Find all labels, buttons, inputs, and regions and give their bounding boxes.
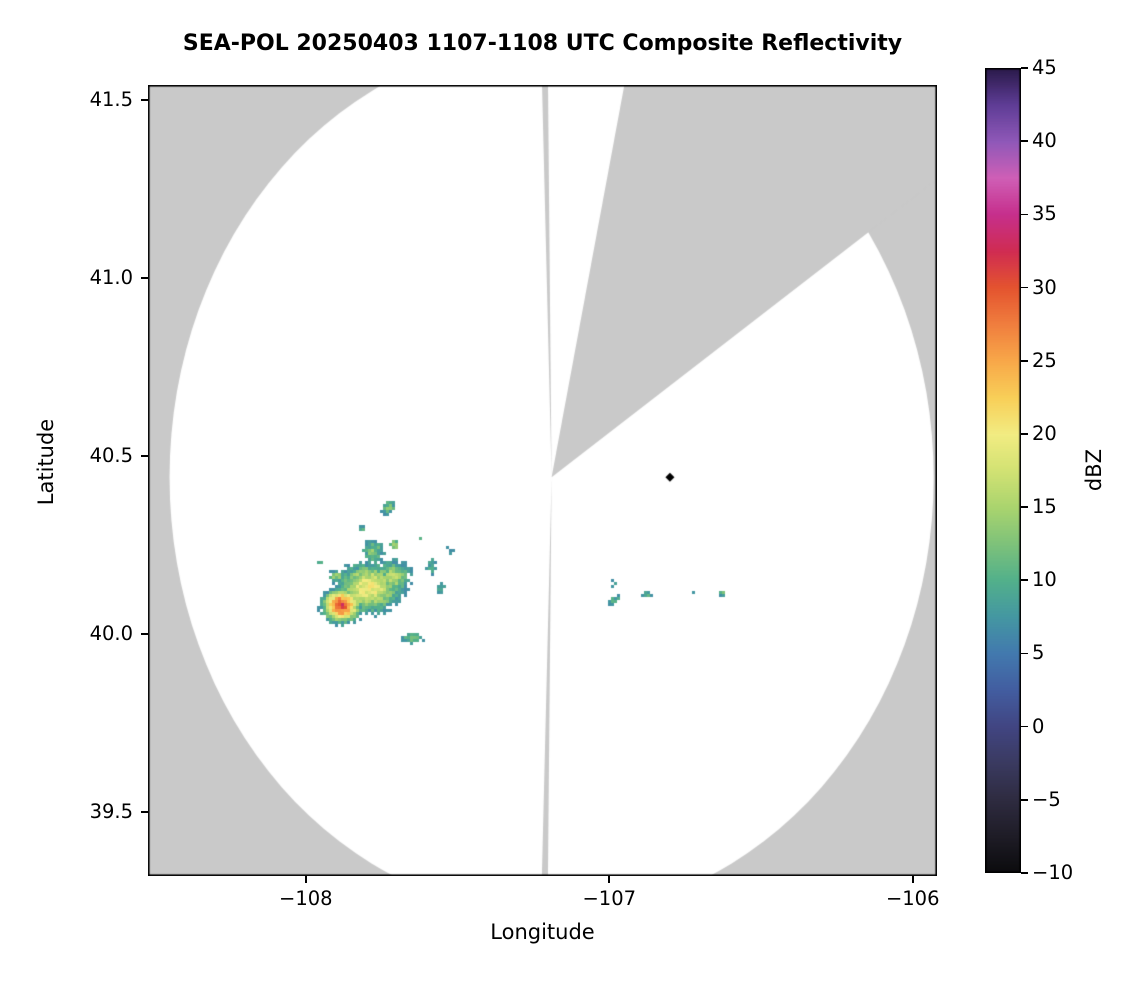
y-tick-mark [141, 277, 148, 279]
y-tick-label: 39.5 [89, 799, 133, 823]
radar-plot-canvas [148, 85, 937, 876]
y-tick-mark [141, 633, 148, 635]
colorbar-tick-label: −10 [1032, 861, 1074, 884]
x-tick-mark [608, 876, 611, 883]
colorbar-tick-label: 15 [1032, 495, 1057, 519]
x-tick-label: −107 [582, 887, 637, 910]
colorbar-tick-mark [1021, 872, 1028, 874]
colorbar-tick-label: 25 [1032, 348, 1057, 372]
colorbar-tick-label: 35 [1032, 202, 1057, 226]
colorbar-tick-mark [1021, 359, 1028, 362]
x-tick-mark [305, 876, 307, 883]
y-tick-mark [141, 455, 148, 457]
y-tick-label: 40.0 [89, 621, 133, 645]
colorbar [985, 68, 1021, 873]
colorbar-label: dBZ [1082, 448, 1106, 492]
colorbar-tick-mark [1021, 799, 1028, 801]
colorbar-tick-label: 30 [1032, 275, 1057, 299]
colorbar-tick-mark [1021, 506, 1028, 508]
y-tick-mark [141, 99, 148, 101]
colorbar-tick-label: 40 [1032, 129, 1057, 153]
y-tick-mark [141, 811, 148, 813]
y-tick-label: 41.5 [89, 87, 133, 111]
colorbar-tick-mark [1021, 140, 1028, 142]
colorbar-tick-label: 0 [1032, 714, 1045, 738]
colorbar-tick-mark [1021, 286, 1028, 289]
colorbar-tick-mark [1021, 213, 1028, 216]
x-tick-label: −106 [885, 887, 940, 910]
colorbar-tick-label: 45 [1032, 56, 1057, 79]
chart-title: SEA-POL 20250403 1107-1108 UTC Composite… [182, 31, 903, 56]
colorbar-tick-label: 5 [1032, 641, 1045, 665]
colorbar-tick-mark [1021, 67, 1028, 69]
x-tick-mark [911, 876, 914, 883]
colorbar-tick-label: 10 [1032, 568, 1057, 592]
y-axis-label: Latitude [34, 418, 58, 506]
y-tick-label: 41.0 [89, 265, 133, 289]
colorbar-tick-mark [1021, 433, 1028, 435]
colorbar-tick-mark [1021, 652, 1028, 655]
colorbar-tick-label: 20 [1032, 421, 1057, 445]
colorbar-tick-mark [1021, 579, 1028, 582]
y-tick-label: 40.5 [89, 443, 133, 467]
colorbar-tick-mark [1021, 725, 1028, 728]
colorbar-tick-label: −5 [1032, 787, 1061, 811]
x-tick-label: −108 [279, 887, 333, 910]
x-axis-label: Longitude [490, 920, 595, 944]
